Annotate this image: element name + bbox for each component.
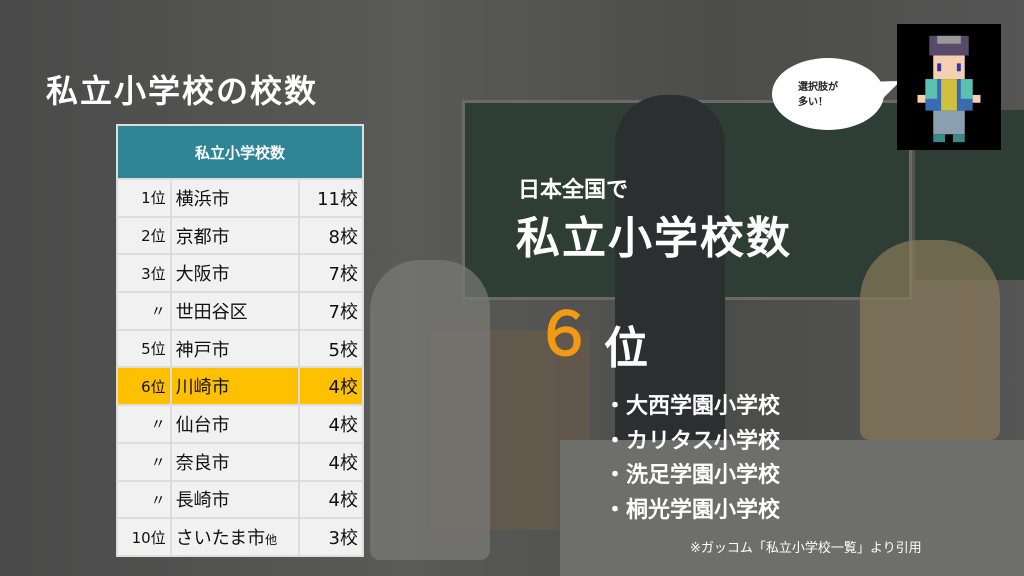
city-cell: 大阪市 <box>169 253 301 294</box>
slide-title: 私立小学校の校数 <box>46 72 319 110</box>
count-cell: 11校 <box>298 178 364 218</box>
rank-unit: 位 <box>604 323 648 374</box>
student-figure <box>370 260 490 560</box>
count-cell: 4校 <box>298 366 364 407</box>
city-name: 川崎市 <box>175 377 230 399</box>
pixel-character-icon <box>897 24 1001 150</box>
city-name: 京都市 <box>175 226 230 248</box>
table-row: 〃奈良市 4校 <box>116 441 364 482</box>
table-row: 〃仙台市 4校 <box>116 404 364 444</box>
city-cell: 川崎市 <box>169 366 301 407</box>
city-cell: さいたま市他 <box>169 517 301 557</box>
table-row: 6位 川崎市 4校 <box>116 366 364 407</box>
speech-line1: 選択肢が <box>798 82 838 93</box>
rank-cell: 5位 <box>116 328 172 369</box>
ranking-table: 私立小学校数 1位 横浜市 11校 2位 京都市 8校 3位 大阪市 7校〃世田谷区 7校 5位 神戸… <box>116 124 364 557</box>
school-item: 桐光学園小学校 <box>604 494 780 529</box>
table-row: 1位 横浜市 11校 <box>116 178 364 218</box>
count-cell: 5校 <box>298 328 364 369</box>
city-cell: 長崎市 <box>169 479 301 520</box>
speech-bubble: 選択肢が多い！ <box>772 58 884 130</box>
count-cell: 7校 <box>298 291 364 331</box>
count-cell: 3校 <box>298 517 364 557</box>
school-item: 大西学園小学校 <box>604 390 780 425</box>
rank-cell: 2位 <box>116 215 172 256</box>
rank-cell: 10位 <box>116 517 172 557</box>
headline-line1: 日本全国で <box>518 178 629 203</box>
city-name: 神戸市 <box>175 339 230 361</box>
school-item: カリタス小学校 <box>604 425 780 460</box>
city-cell: 横浜市 <box>169 178 301 218</box>
city-cell: 仙台市 <box>169 404 301 444</box>
city-name: 仙台市 <box>175 414 230 436</box>
headline-line2: 私立小学校数 <box>516 213 792 264</box>
count-cell: 4校 <box>298 479 364 520</box>
school-list: 大西学園小学校 カリタス小学校 洗足学園小学校 桐光学園小学校 <box>604 390 780 528</box>
count-cell: 7校 <box>298 253 364 294</box>
city-name: 長崎市 <box>175 490 230 512</box>
school-item: 洗足学園小学校 <box>604 459 780 494</box>
rank-number: ６ <box>534 300 594 370</box>
city-cell: 奈良市 <box>169 441 301 482</box>
table-row: 〃世田谷区 7校 <box>116 291 364 331</box>
city-suffix: 他 <box>265 533 278 548</box>
table-row: 10位 さいたま市他 3校 <box>116 517 364 557</box>
city-cell: 世田谷区 <box>169 291 301 331</box>
table-header: 私立小学校数 <box>116 124 364 180</box>
city-name: 大阪市 <box>175 264 230 286</box>
speech-line2: 多い！ <box>798 97 828 108</box>
city-name: さいたま市 <box>175 528 266 550</box>
city-name: 奈良市 <box>175 452 230 474</box>
table-row: 5位 神戸市 5校 <box>116 328 364 369</box>
city-cell: 京都市 <box>169 215 301 256</box>
count-cell: 4校 <box>298 441 364 482</box>
table-row: 3位 大阪市 7校 <box>116 253 364 294</box>
rank-cell: 1位 <box>116 178 172 218</box>
table-row: 〃長崎市 4校 <box>116 479 364 520</box>
count-cell: 8校 <box>298 215 364 256</box>
city-name: 横浜市 <box>175 188 230 210</box>
city-name: 世田谷区 <box>175 301 248 323</box>
rank-cell: 6位 <box>116 366 172 407</box>
rank-cell: 〃 <box>116 479 172 520</box>
rank-cell: 〃 <box>116 404 172 444</box>
count-cell: 4校 <box>298 404 364 444</box>
rank-cell: 〃 <box>116 291 172 331</box>
student-figure-right <box>860 240 1000 440</box>
table-row: 2位 京都市 8校 <box>116 215 364 256</box>
source-note: ※ガッコム「私立小学校一覧」より引用 <box>690 541 922 556</box>
city-cell: 神戸市 <box>169 328 301 369</box>
rank-cell: 〃 <box>116 441 172 482</box>
rank-cell: 3位 <box>116 253 172 294</box>
